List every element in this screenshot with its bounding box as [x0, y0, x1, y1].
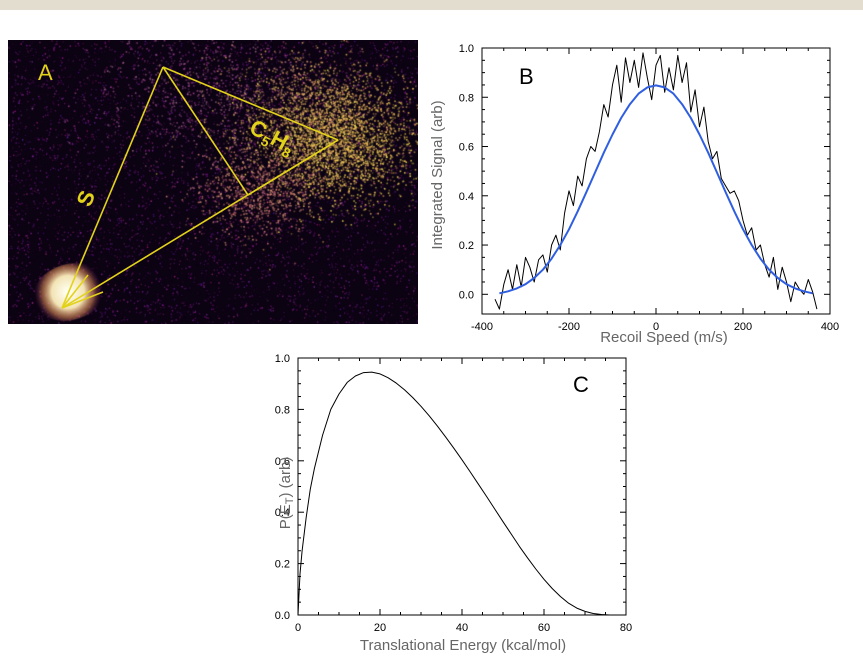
chart-c-y-tick-labels: 0.0 0.2 0.4 0.6 0.8 1.0 [275, 353, 290, 622]
c5h8-text: C5H8 [244, 114, 299, 161]
chart-c-ticks [297, 357, 627, 616]
chart-b-y-label: Integrated Signal (arb) [429, 100, 446, 249]
y-tick-label: 0.0 [275, 610, 290, 622]
y-tick-label: 1.0 [459, 43, 474, 55]
y-tick-label: 0.4 [275, 507, 290, 519]
chart-b-x-label: Recoil Speed (m/s) [600, 329, 728, 346]
y-tick-label: 0.2 [275, 559, 290, 571]
panel-label-b: B [519, 64, 534, 89]
y-tick-label: 0.0 [459, 289, 474, 301]
chart-c-y-label: P(ET) (arb) [277, 457, 296, 530]
x-tick-label: -400 [471, 321, 493, 333]
chart-b-x-tick-labels: -400 -200 0 200 400 [471, 321, 839, 333]
recoil-speed-chart: -400 -200 0 200 400 0.0 0.2 0.4 0.6 0.8 1.0 B Rec… [429, 43, 839, 346]
line-spot-1 [61, 274, 89, 309]
y-tick-label: 0.6 [275, 456, 290, 468]
y-tick-label: 0.8 [459, 92, 474, 104]
chart-c-x-tick-labels: 0 20 40 60 80 [295, 622, 632, 634]
x-tick-label: 40 [456, 622, 468, 634]
y-tick-label: 1.0 [275, 353, 290, 365]
line-inner-2 [247, 139, 339, 196]
x-tick-label: 0 [295, 622, 301, 634]
y-tick-label: 0.6 [459, 142, 474, 154]
chart-b-frame [481, 47, 831, 315]
series-line-2 [499, 84, 813, 295]
x-tick-label: 20 [374, 622, 386, 634]
chart-c-y-label-sub: T [284, 497, 296, 504]
y-tick-label: 0.8 [275, 404, 290, 416]
chart-c-series [297, 371, 614, 616]
sulfur-label: S [71, 187, 100, 210]
panel-label-a: A [38, 60, 53, 85]
line-spot-2 [61, 291, 104, 309]
chart-b-series [494, 52, 818, 310]
chart-c-y-label-tail: ) (arb) [277, 457, 294, 498]
x-tick-label: 200 [734, 321, 752, 333]
momentum-triangle [61, 66, 339, 309]
top-border [0, 0, 863, 10]
chart-c-x-label: Translational Energy (kcal/mol) [360, 637, 566, 654]
y-tick-label: 0.2 [459, 240, 474, 252]
x-tick-label: 0 [653, 321, 659, 333]
ion-image-panel: A S C5H8 [8, 40, 418, 324]
line-c5h8-vector [162, 66, 339, 141]
line-s-vector [61, 66, 164, 309]
c5h8-label: C5H8 [244, 114, 299, 161]
chart-b-ticks [481, 47, 831, 314]
chart-c-y-label-main: P(E [277, 504, 294, 529]
chart-b-y-tick-labels: 0.0 0.2 0.4 0.6 0.8 1.0 [459, 43, 474, 301]
line-inner-1 [162, 66, 249, 196]
ion-image-overlay: A S C5H8 [38, 60, 339, 309]
x-tick-label: 80 [620, 622, 632, 634]
x-tick-label: 60 [538, 622, 550, 634]
panel-label-c: C [573, 372, 589, 397]
y-tick-label: 0.4 [459, 191, 474, 203]
translational-energy-chart: 0 20 40 60 80 0.0 0.2 0.4 0.6 0.8 1.0 C Translati… [275, 353, 632, 654]
x-tick-label: -200 [558, 321, 580, 333]
series-line-1 [297, 371, 614, 616]
x-tick-label: 400 [821, 321, 839, 333]
